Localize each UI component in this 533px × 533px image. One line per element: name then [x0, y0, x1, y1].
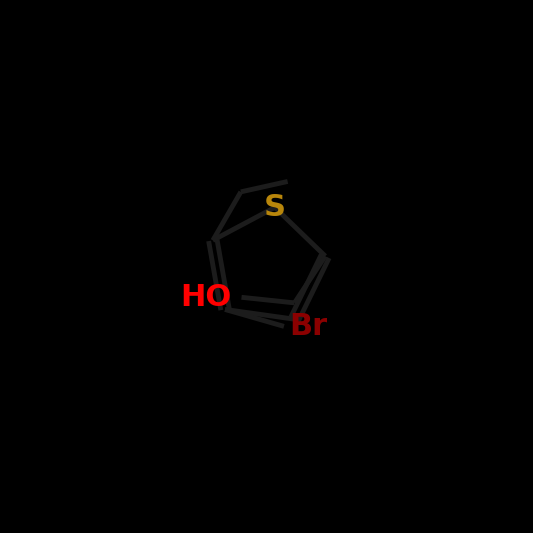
Text: S: S [264, 193, 286, 222]
Text: HO: HO [181, 283, 232, 312]
Text: Br: Br [289, 312, 327, 341]
